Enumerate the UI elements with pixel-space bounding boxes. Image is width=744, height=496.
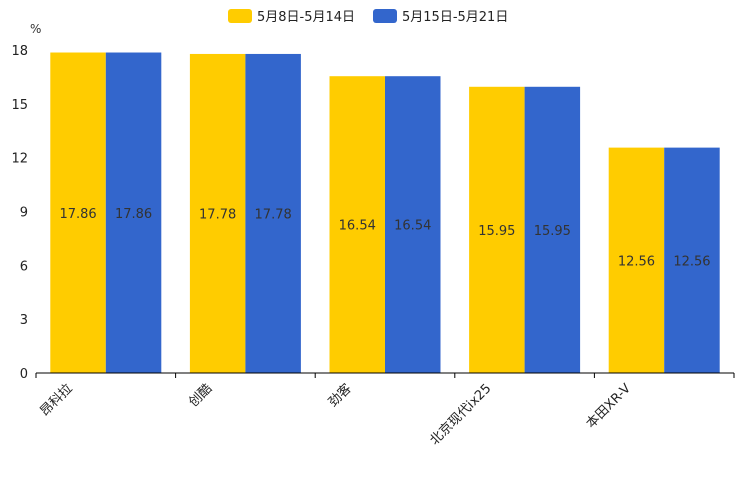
data-label: 12.56 bbox=[673, 254, 710, 269]
legend-label: 5月8日-5月14日 bbox=[257, 10, 355, 25]
bar bbox=[664, 147, 720, 373]
data-label: 16.54 bbox=[394, 219, 431, 234]
y-axis-unit: % bbox=[30, 22, 41, 36]
legend: 5月8日-5月14日 5月15日-5月21日 bbox=[228, 9, 508, 25]
x-tick-label: 本田XR-V bbox=[584, 381, 634, 431]
bar bbox=[105, 52, 162, 374]
data-label: 17.78 bbox=[199, 207, 236, 222]
y-tick-label: 12 bbox=[11, 152, 28, 167]
y-tick-label: 18 bbox=[11, 44, 28, 59]
data-label: 15.95 bbox=[478, 224, 515, 239]
data-label: 16.54 bbox=[339, 219, 376, 234]
bar bbox=[608, 147, 665, 373]
legend-label: 5月15日-5月21日 bbox=[402, 10, 508, 25]
x-tick-label: 北京现代ix25 bbox=[427, 381, 494, 448]
bar bbox=[329, 76, 385, 374]
data-label: 17.86 bbox=[115, 207, 152, 222]
legend-swatch bbox=[228, 9, 252, 23]
y-tick-label: 0 bbox=[20, 367, 28, 382]
bar bbox=[189, 53, 246, 373]
legend-swatch bbox=[373, 9, 397, 23]
y-tick-label: 9 bbox=[20, 206, 28, 221]
bar bbox=[50, 52, 106, 374]
bar bbox=[385, 76, 441, 374]
data-label: 17.86 bbox=[59, 207, 96, 222]
legend-item[interactable]: 5月8日-5月14日 bbox=[228, 9, 355, 25]
y-tick-label: 3 bbox=[20, 313, 28, 328]
y-tick-label: 15 bbox=[11, 98, 28, 113]
bar bbox=[245, 53, 301, 373]
data-label: 17.78 bbox=[255, 207, 292, 222]
x-tick-label: 昂科拉 bbox=[37, 381, 75, 419]
legend-item[interactable]: 5月15日-5月21日 bbox=[373, 9, 508, 25]
y-tick-label: 6 bbox=[20, 259, 28, 274]
x-tick-label: 劲客 bbox=[325, 381, 355, 411]
data-label: 15.95 bbox=[534, 224, 571, 239]
bar bbox=[524, 86, 581, 374]
x-tick-label: 创酷 bbox=[186, 381, 215, 410]
data-label: 12.56 bbox=[618, 254, 655, 269]
bar bbox=[469, 86, 525, 374]
